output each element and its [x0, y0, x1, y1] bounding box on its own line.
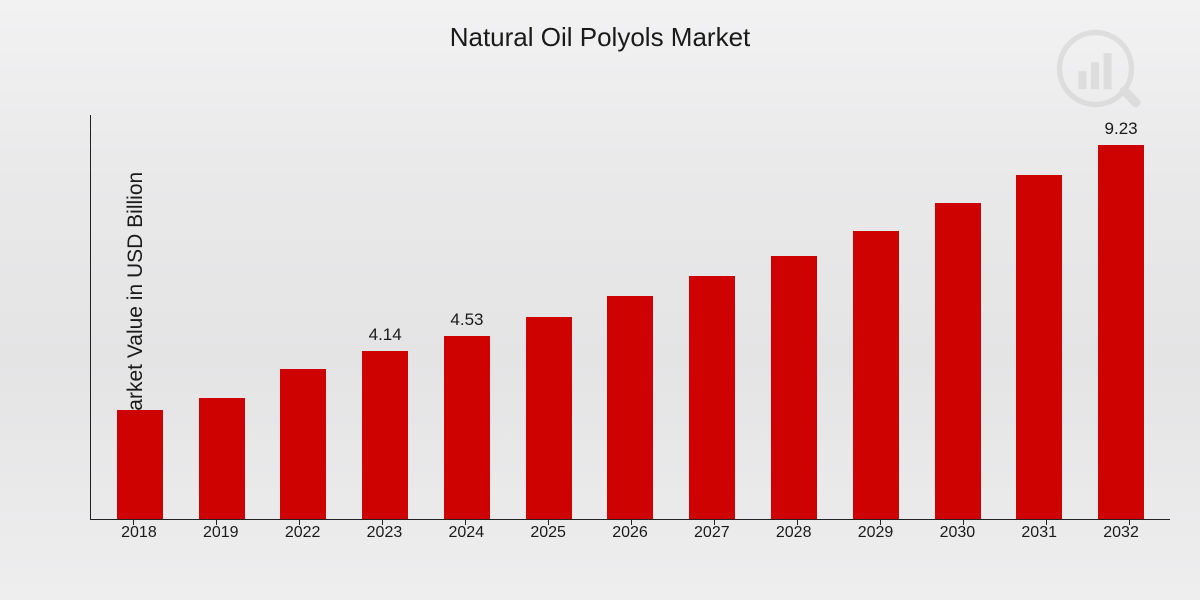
bar — [362, 351, 408, 519]
bar-group — [99, 115, 181, 519]
bar-group — [590, 115, 672, 519]
x-tick-label: 2024 — [425, 524, 507, 542]
bar-group — [998, 115, 1080, 519]
bar — [1016, 175, 1062, 519]
bar — [199, 398, 245, 520]
bar — [689, 276, 735, 519]
x-tick-label: 2019 — [180, 524, 262, 542]
plot-area: 4.14 4.53 9.23 — [90, 115, 1170, 520]
x-tick-label: 2028 — [753, 524, 835, 542]
bar-value-label: 4.14 — [369, 325, 402, 345]
x-tick-label: 2027 — [671, 524, 753, 542]
bar — [280, 369, 326, 519]
chart-title: Natural Oil Polyols Market — [0, 22, 1200, 53]
x-tick-label: 2032 — [1080, 524, 1162, 542]
x-axis-labels: 2018201920222023202420252026202720282029… — [90, 524, 1170, 542]
bar — [117, 410, 163, 519]
bar-group — [835, 115, 917, 519]
bar — [935, 203, 981, 519]
x-tick-label: 2029 — [835, 524, 917, 542]
bar-group: 9.23 — [1080, 115, 1162, 519]
bar — [444, 336, 490, 519]
x-tick-label: 2022 — [262, 524, 344, 542]
bar-group — [917, 115, 999, 519]
bar — [1098, 145, 1144, 519]
x-tick-label: 2031 — [998, 524, 1080, 542]
bar-group — [181, 115, 263, 519]
bar-group — [671, 115, 753, 519]
x-tick-label: 2018 — [98, 524, 180, 542]
bar-group: 4.53 — [426, 115, 508, 519]
bar-group — [263, 115, 345, 519]
x-tick-label: 2023 — [344, 524, 426, 542]
x-tick-label: 2026 — [589, 524, 671, 542]
bar-value-label: 9.23 — [1105, 119, 1138, 139]
bar — [607, 296, 653, 519]
x-tick-label: 2030 — [916, 524, 998, 542]
bar — [526, 317, 572, 520]
bar-group — [753, 115, 835, 519]
bar-group — [508, 115, 590, 519]
x-tick-label: 2025 — [507, 524, 589, 542]
bar — [771, 256, 817, 519]
bar-value-label: 4.53 — [450, 310, 483, 330]
bar — [853, 231, 899, 519]
bar-group: 4.14 — [344, 115, 426, 519]
bars-container: 4.14 4.53 9.23 — [91, 115, 1170, 519]
